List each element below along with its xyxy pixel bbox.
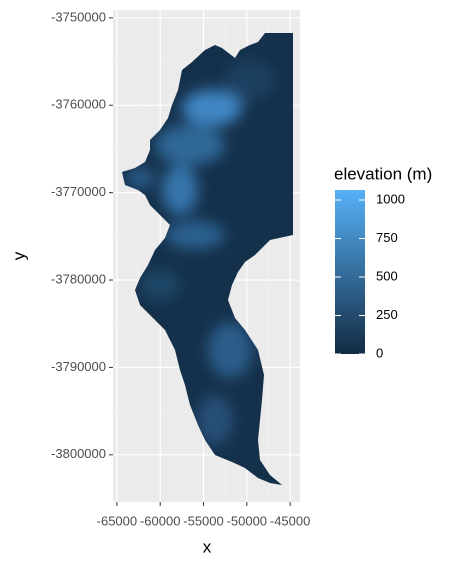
legend-label: 250 [376,307,398,322]
y-tick-label: -3750000 [51,9,106,24]
x-axis-title: x [203,537,212,556]
y-axis-title: y [9,251,28,260]
x-tick-label: -60000 [140,513,180,528]
y-tick-label: -3780000 [51,271,106,286]
y-tick-label: -3790000 [51,359,106,374]
y-tick-label: -3770000 [51,184,106,199]
axes: -65000 -60000 -55000 -50000 -45000 -3800000 -3… [51,9,310,528]
legend-title: elevation (m) [334,164,432,183]
y-tick-label: -3800000 [51,446,106,461]
y-tick-label: -3760000 [51,97,106,112]
colorbar [335,190,365,354]
x-tick-label: -50000 [227,513,267,528]
legend-label: 0 [376,345,383,360]
x-tick-label: -45000 [270,513,310,528]
legend: 0 250 500 750 1000 [335,191,405,360]
legend-label: 500 [376,268,398,283]
legend-label: 750 [376,230,398,245]
raster-highlands [126,60,275,445]
x-tick-label: -55000 [183,513,223,528]
legend-label: 1000 [376,191,405,206]
x-tick-label: -65000 [97,513,137,528]
